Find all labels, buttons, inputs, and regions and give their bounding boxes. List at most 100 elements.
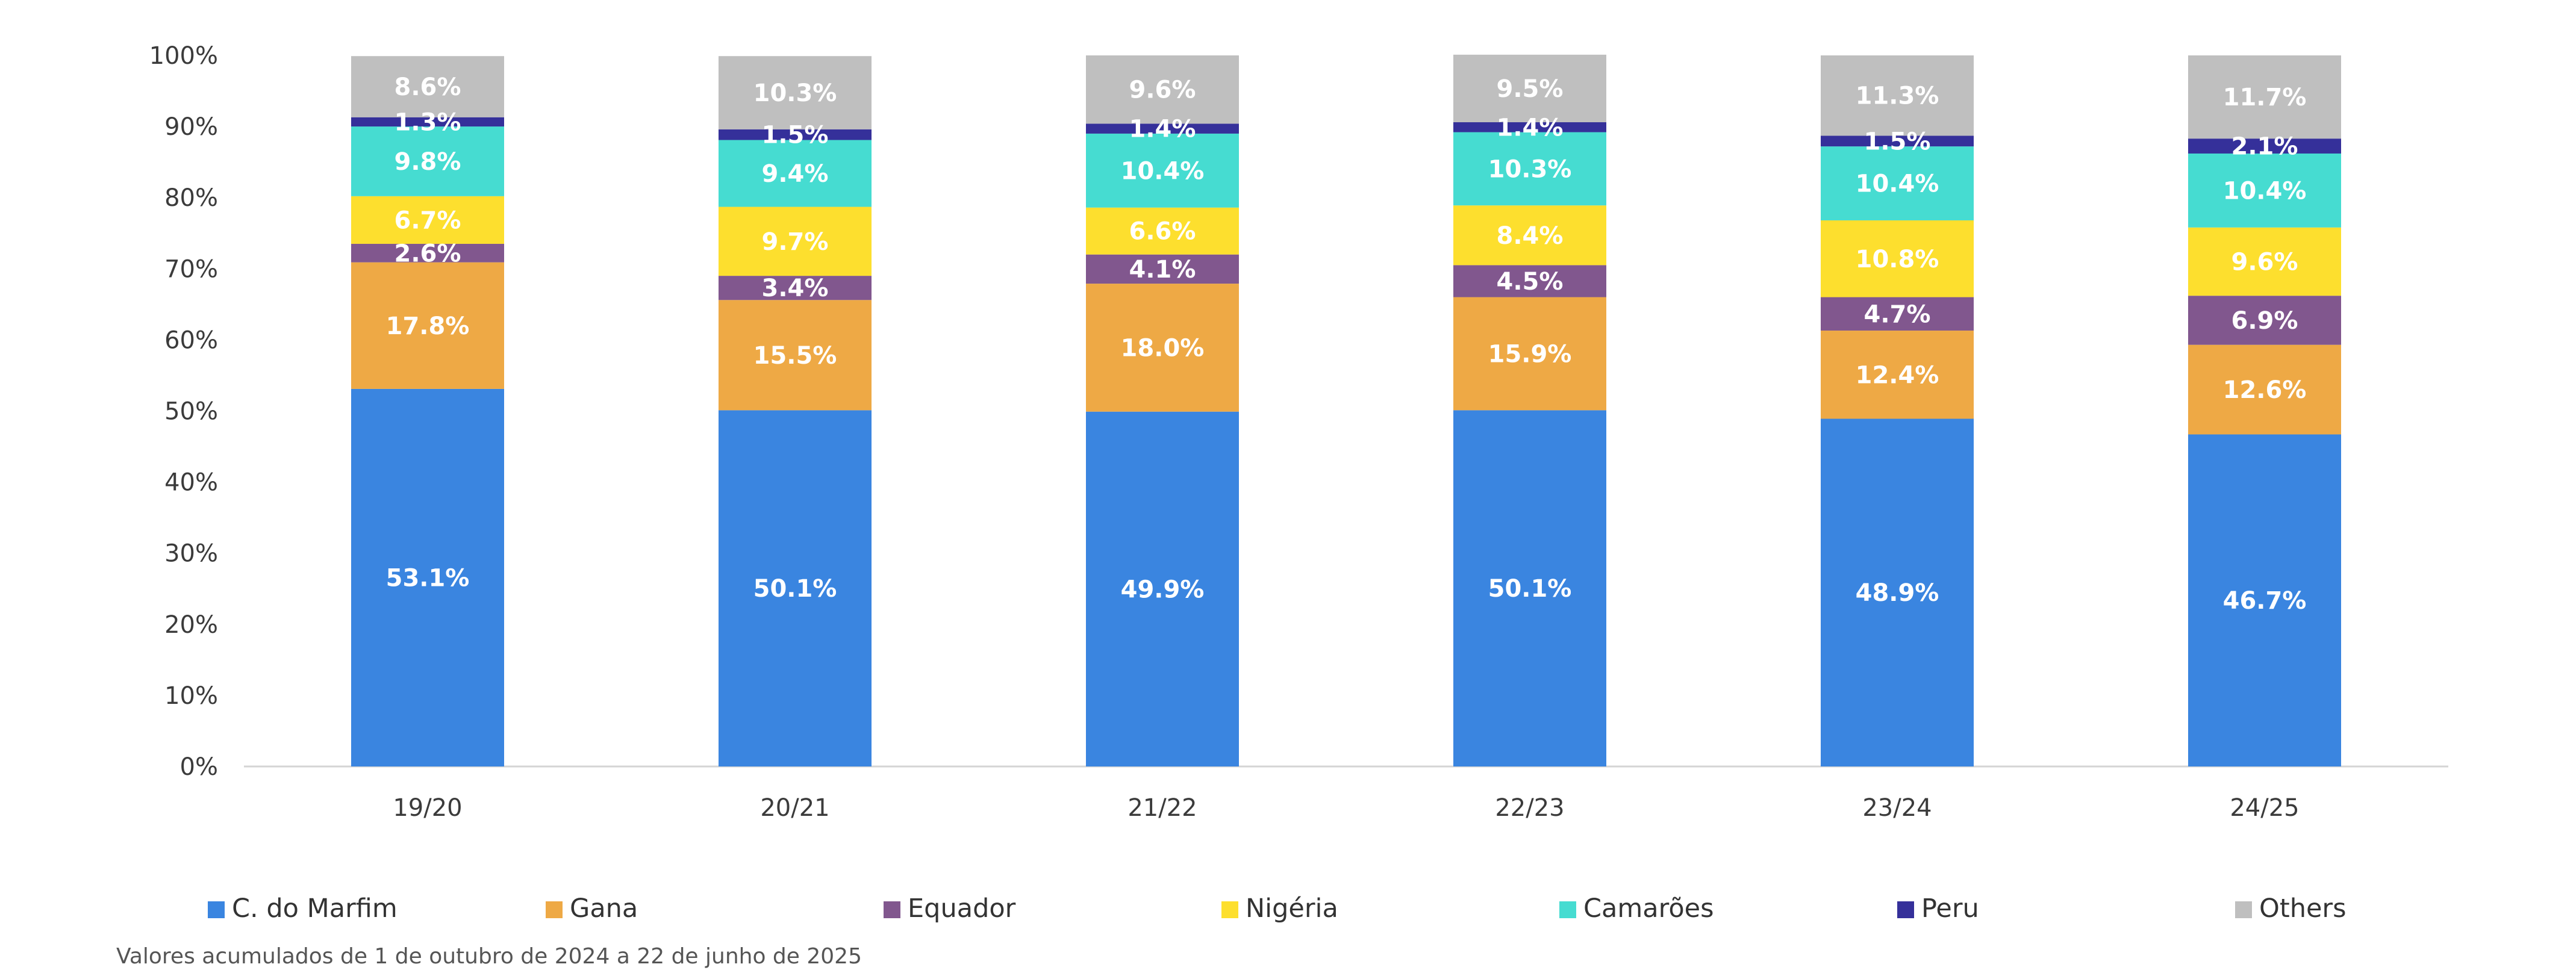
- bar-segment: [2188, 344, 2341, 435]
- bar-stack: 50.1% 15.9% 4.5% 8.4% 10.3% 1.4% 9.5%: [1453, 54, 1606, 766]
- legend-item: Camarões: [1559, 894, 1714, 924]
- data-label: 15.5%: [753, 342, 837, 370]
- data-label: 4.1%: [1129, 256, 1196, 284]
- bar-segment: [1821, 135, 1974, 147]
- bar-segment: [1821, 418, 1974, 766]
- data-label: 15.9%: [1488, 340, 1572, 368]
- y-tick-label: 40%: [164, 469, 218, 497]
- bar-stack: 53.1% 17.8% 2.6% 6.7% 9.8% 1.3% 8.6%: [351, 56, 504, 766]
- bar-segment: [2188, 153, 2341, 228]
- bar-segment: [1821, 297, 1974, 331]
- bar-segment: [351, 262, 504, 389]
- y-tick-label: 0%: [180, 753, 218, 781]
- x-axis-ticks: 19/20 20/21 21/22 22/23 23/24 24/25: [393, 794, 2299, 822]
- legend-label: Nigéria: [1246, 894, 1338, 924]
- bar-segment: [1086, 133, 1239, 208]
- bar-segment: [1086, 55, 1239, 124]
- data-label: 9.4%: [762, 160, 829, 188]
- data-label: 10.3%: [753, 79, 837, 107]
- data-label: 50.1%: [1488, 575, 1572, 603]
- data-label: 9.7%: [762, 228, 829, 256]
- legend-label: Others: [2259, 894, 2347, 924]
- legend-item: C. do Marfim: [208, 894, 398, 924]
- data-label: 1.4%: [1129, 116, 1196, 143]
- data-label: 4.5%: [1497, 268, 1564, 296]
- bar-segment: [719, 140, 872, 207]
- bar-segment: [719, 129, 872, 140]
- y-tick-label: 30%: [164, 540, 218, 568]
- y-tick-label: 70%: [164, 255, 218, 283]
- bar-segment: [1453, 132, 1606, 206]
- legend-swatch: [1221, 901, 1238, 918]
- data-label: 1.5%: [1864, 128, 1931, 155]
- data-label: 10.3%: [1488, 155, 1572, 183]
- bar-segment: [1821, 146, 1974, 220]
- bar-segment: [1453, 54, 1606, 123]
- data-label: 4.7%: [1864, 300, 1931, 328]
- x-tick-label: 20/21: [760, 794, 829, 822]
- bar-segment: [2188, 138, 2341, 154]
- data-label: 49.9%: [1121, 576, 1205, 603]
- y-tick-label: 10%: [164, 682, 218, 710]
- legend-swatch: [546, 901, 563, 918]
- legend-swatch: [1559, 901, 1576, 918]
- legend-item: Others: [2235, 894, 2347, 924]
- y-tick-label: 50%: [164, 398, 218, 426]
- bar-segment: [1821, 55, 1974, 136]
- data-label: 10.4%: [2223, 177, 2307, 205]
- bar-segment: [1086, 123, 1239, 134]
- data-label: 2.1%: [2231, 133, 2298, 161]
- data-label: 12.4%: [1856, 361, 1939, 389]
- data-label: 9.6%: [2231, 248, 2298, 276]
- data-label: 17.8%: [386, 312, 470, 340]
- bar-segment: [719, 276, 872, 300]
- data-label: 10.4%: [1121, 157, 1205, 185]
- bar-segment: [1086, 411, 1239, 766]
- bar-segment: [2188, 227, 2341, 296]
- bar-segment: [2188, 55, 2341, 139]
- bar-segment: [351, 126, 504, 196]
- data-label: 8.6%: [395, 73, 461, 101]
- legend-item: Gana: [546, 894, 638, 924]
- bar-segment: [351, 117, 504, 127]
- bars: 53.1% 17.8% 2.6% 6.7% 9.8% 1.3% 8.6% 50.1% 15.5%…: [351, 54, 2341, 766]
- data-label: 6.9%: [2231, 307, 2298, 335]
- data-label: 8.4%: [1497, 222, 1564, 250]
- bar-segment: [1453, 122, 1606, 132]
- bar-segment: [719, 410, 872, 766]
- data-label: 11.7%: [2223, 84, 2307, 111]
- bar-segment: [1086, 284, 1239, 412]
- legend-label: Camarões: [1583, 894, 1714, 924]
- data-label: 53.1%: [386, 564, 470, 592]
- bar-segment: [351, 56, 504, 117]
- y-tick-label: 20%: [164, 611, 218, 639]
- bar-segment: [351, 243, 504, 263]
- bar-segment: [351, 388, 504, 766]
- bar-segment: [1453, 297, 1606, 411]
- data-label: 46.7%: [2223, 587, 2307, 615]
- bar-segment: [1821, 331, 1974, 419]
- x-tick-label: 21/22: [1127, 794, 1197, 822]
- legend: C. do Marfim Gana Equador Nigéria Camarões Pe…: [208, 894, 2347, 924]
- data-label: 6.6%: [1129, 218, 1196, 246]
- bar-segment: [1453, 265, 1606, 297]
- data-label: 9.8%: [395, 148, 461, 176]
- bar-segment: [719, 300, 872, 411]
- data-label: 10.8%: [1856, 246, 1939, 273]
- bar-stack: 48.9% 12.4% 4.7% 10.8% 10.4% 1.5% 11.3%: [1821, 55, 1974, 766]
- data-label: 1.5%: [762, 122, 829, 149]
- data-label: 9.5%: [1497, 75, 1564, 103]
- data-label: 48.9%: [1856, 579, 1939, 607]
- legend-item: Equador: [884, 894, 1016, 924]
- data-label: 50.1%: [753, 575, 837, 603]
- y-tick-label: 60%: [164, 326, 218, 354]
- bar-segment: [1453, 410, 1606, 766]
- bar-segment: [719, 56, 872, 129]
- data-label: 11.3%: [1856, 82, 1939, 110]
- data-label: 18.0%: [1121, 334, 1205, 362]
- bar-segment: [1086, 207, 1239, 255]
- legend-swatch: [208, 901, 225, 918]
- legend-item: Nigéria: [1221, 894, 1338, 924]
- data-label: 6.7%: [395, 207, 461, 234]
- data-label: 1.3%: [395, 108, 461, 136]
